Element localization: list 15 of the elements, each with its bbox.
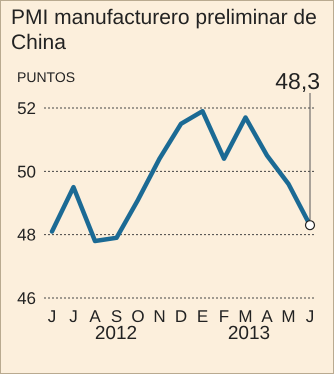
x-tick-label: M — [281, 307, 296, 326]
y-tick-label: 46 — [17, 289, 36, 308]
x-tick-label: J — [48, 307, 56, 326]
y-tick-label: 48 — [17, 226, 36, 245]
data-label: 48,3 — [275, 68, 320, 94]
x-tick-label: N — [153, 307, 166, 326]
x-tick-label: E — [196, 307, 208, 326]
x-tick-label: F — [218, 307, 230, 326]
x-tick-label: J — [69, 307, 78, 326]
chart-title: PMI manufacturero preliminar de China — [11, 5, 318, 55]
y-axis-title: PUNTOS — [17, 69, 76, 85]
y-tick-label: 52 — [17, 99, 36, 118]
x-tick-label: J — [306, 307, 314, 326]
y-tick-label: 50 — [17, 162, 36, 182]
x-tick-label: D — [174, 307, 188, 326]
